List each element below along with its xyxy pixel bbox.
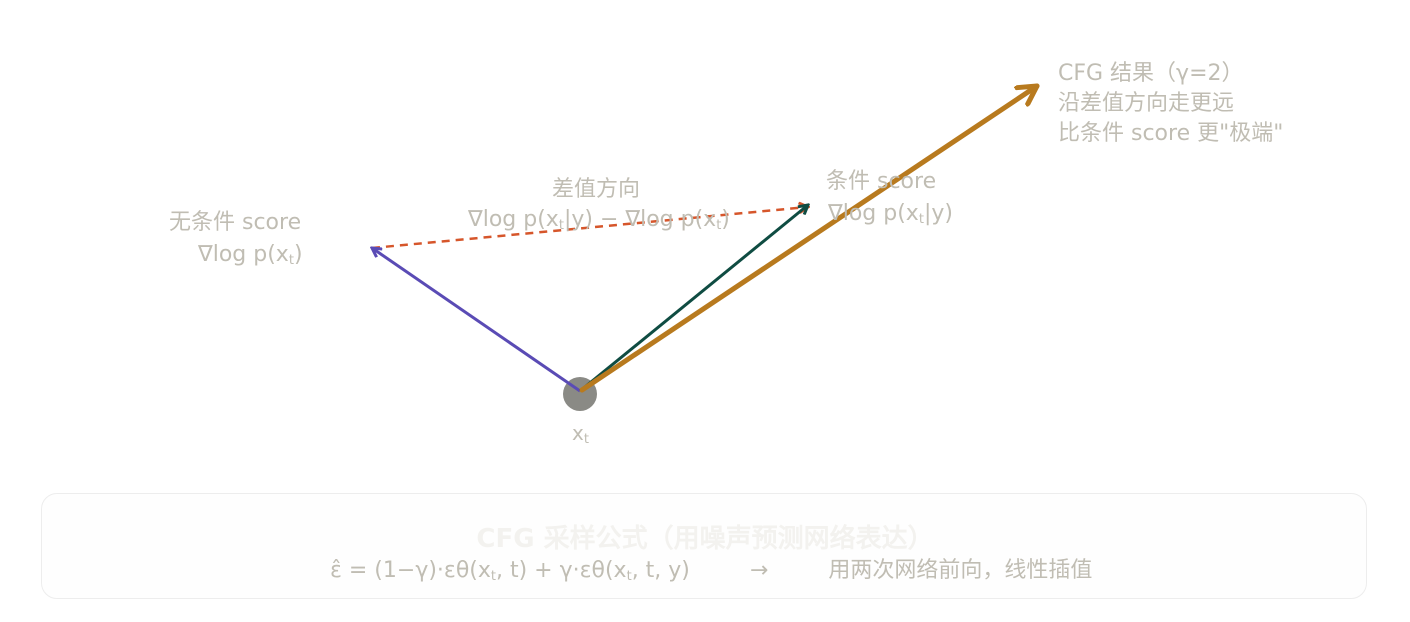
cfg-result-desc-2: 比条件 score 更"极端" [1058, 121, 1284, 146]
formula-arrow: → [749, 558, 769, 583]
difference-title: 差值方向 [552, 177, 641, 202]
cfg-result-label: CFG 结果（γ=2） 沿差值方向走更远 比条件 score 更"极端" [1058, 59, 1283, 149]
formula-note: 用两次网络前向，线性插值 [828, 558, 1093, 583]
formula-panel-title: CFG 采样公式（用噪声预测网络表达） [476, 524, 934, 554]
conditional-score-formula: ∇log p(xt|y) [828, 201, 953, 227]
conditional-score-vector [579, 205, 808, 393]
cfg-result-desc-1: 沿差值方向走更远 [1058, 91, 1235, 116]
difference-formula: ∇log p(xt|y) − ∇log p(xt) [468, 207, 730, 233]
difference-vector [371, 207, 808, 250]
cfg-sampling-formula: ε̂ = (1−γ)·εθ(xt, t) + γ·εθ(xt, t, y) → … [330, 558, 1093, 584]
cfg-result-vector [579, 83, 1040, 393]
unconditional-score-vector [372, 248, 581, 393]
formula-panel [41, 493, 1367, 599]
unconditional-score-formula: ∇log p(xt) [198, 242, 303, 268]
unconditional-score-title: 无条件 score [169, 210, 302, 235]
origin-label: xt [572, 421, 589, 447]
conditional-score-title: 条件 score [826, 169, 937, 194]
cfg-result-title: CFG 结果（γ=2） [1058, 61, 1244, 86]
